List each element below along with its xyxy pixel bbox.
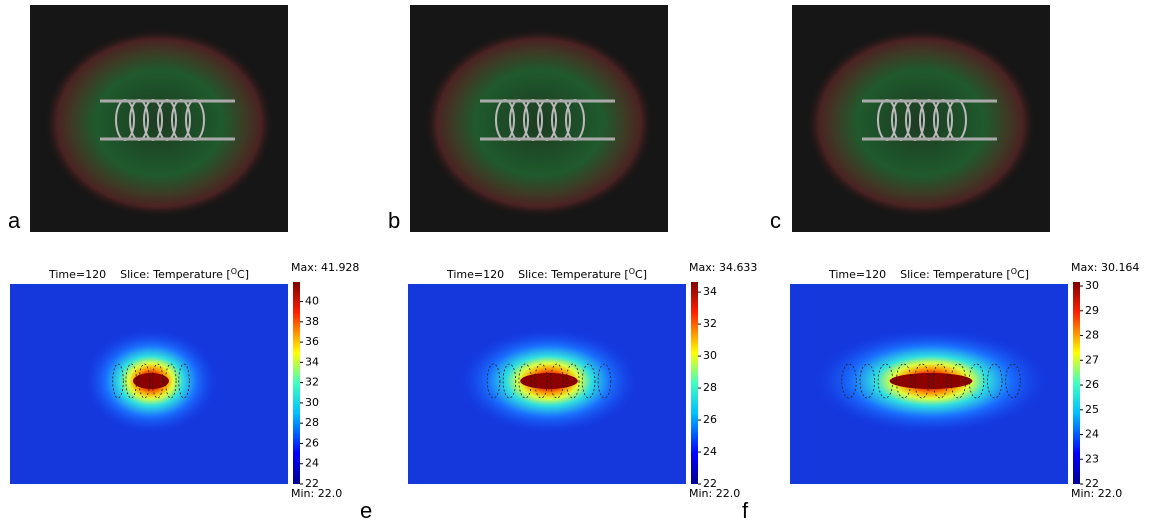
colorbar-tick-label: 29 [1085,304,1099,317]
heat-core [889,373,973,389]
colorbar-tick-label: 32 [703,317,717,330]
coil-turn [932,363,948,399]
coil-turn [950,363,967,399]
coil-turn [151,363,164,399]
colorbar-tick-label: 32 [305,376,319,389]
coil-turn [895,363,912,399]
coil-turn [841,363,857,399]
colorbar-tick-label: 30 [1085,279,1099,292]
unit-sup: O [231,267,237,276]
colorbar-tick-label: 34 [305,355,319,368]
colorbar-tick-label: 27 [1085,353,1099,366]
coil-turn [125,363,137,399]
coil-turn [486,363,501,399]
max-label: Max: 41.928 [291,261,359,274]
slice-label: Slice: Temperature [ [120,268,231,281]
colorbar-tick-label: 22 [703,477,717,490]
coil-turn [502,363,517,399]
panel-label: e [360,498,372,523]
coil-turn [968,363,985,399]
colorbar-tick-label: 28 [703,381,717,394]
colorbar-tick-label: 40 [305,295,319,308]
colorbar [691,282,698,484]
max-label: Max: 30.164 [1071,261,1139,274]
colorbar-tick-label: 36 [305,335,319,348]
slice-label: Slice: Temperature [ [518,268,629,281]
unit: C] [237,268,249,281]
coil-turn [859,363,875,399]
coil-turn [112,363,124,399]
coil-turn [1005,363,1021,399]
colorbar-tick-label: 28 [305,416,319,429]
min-label: Min: 22.0 [291,487,342,500]
colorbar-tick-label: 28 [1085,329,1099,342]
colorbar-tick-label: 38 [305,315,319,328]
colorbar-tick-label: 26 [305,436,319,449]
coil-turn [877,363,894,399]
colorbar-tick-label: 26 [1085,378,1099,391]
unit: C] [635,268,647,281]
colorbar-tick-label: 22 [1085,477,1099,490]
heat-core [133,373,169,389]
coil-turn [566,363,580,399]
coil-turn [534,363,548,399]
time-label: Time=120 [446,268,504,281]
coil-turn [518,363,532,399]
coil-turn [165,363,177,399]
coil-turn [987,363,1003,399]
colorbar-tick-label: 23 [1085,452,1099,465]
sim-title: Time=120 Slice: Temperature [OC] [48,267,249,282]
slice-label: Slice: Temperature [ [900,268,1011,281]
colorbar-tick-label: 25 [1085,403,1099,416]
min-label: Min: 22.0 [689,487,740,500]
colorbar [1073,282,1080,484]
panel-label: b [388,208,400,233]
coil-turn [550,363,564,399]
unit-sup: O [1011,267,1017,276]
coil-turn [597,363,612,399]
panel-label: c [770,208,781,233]
min-label: Min: 22.0 [1071,487,1122,500]
coil-turn [914,363,930,399]
time-label: Time=120 [828,268,886,281]
unit: C] [1017,268,1029,281]
colorbar-tick-label: 34 [703,285,717,298]
colorbar-tick-label: 24 [703,445,717,458]
colorbar-tick-label: 24 [1085,428,1099,441]
panel-label: f [742,498,749,523]
colorbar-tick-label: 30 [703,349,717,362]
time-label: Time=120 [48,268,106,281]
panel-label: a [8,208,21,233]
colorbar-tick-label: 24 [305,457,319,470]
unit-sup: O [629,267,635,276]
coil-turn [581,363,596,399]
sim-title: Time=120 Slice: Temperature [OC] [446,267,647,282]
colorbar-tick-label: 26 [703,413,717,426]
max-label: Max: 34.633 [689,261,757,274]
colorbar-tick-label: 30 [305,396,319,409]
coil-turn [178,363,190,399]
heat-core [520,373,578,389]
colorbar-tick-label: 22 [305,477,319,490]
coil-turn [138,363,151,399]
sim-title: Time=120 Slice: Temperature [OC] [828,267,1029,282]
colorbar [293,282,300,484]
